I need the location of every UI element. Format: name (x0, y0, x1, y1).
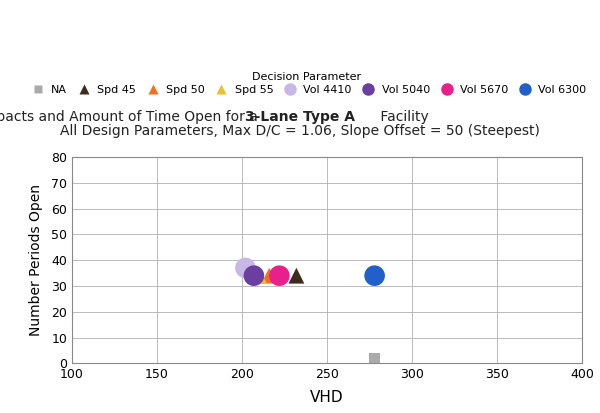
Point (249, 273, 259, 279)
Point (292, 273, 301, 279)
X-axis label: VHD: VHD (310, 389, 344, 405)
Point (254, 273, 264, 279)
Point (241, 265, 250, 271)
Point (370, 355, 379, 362)
Text: Comparison of Delay Impacts and Amount of Time Open for a: Comparison of Delay Impacts and Amount o… (0, 110, 262, 124)
Text: 3-Lane Type A: 3-Lane Type A (245, 110, 355, 124)
Point (275, 273, 284, 279)
Text: Facility: Facility (376, 110, 429, 124)
Text: All Design Parameters, Max D/C = 1.06, Slope Offset = 50 (Steepest): All Design Parameters, Max D/C = 1.06, S… (60, 124, 540, 138)
Point (265, 273, 274, 279)
Legend: NA, Spd 45, Spd 50, Spd 55, Vol 4410, Vol 5040, Vol 5670, Vol 6300: NA, Spd 45, Spd 50, Spd 55, Vol 4410, Vo… (26, 71, 586, 95)
Point (370, 273, 379, 279)
Y-axis label: Number Periods Open: Number Periods Open (29, 184, 43, 336)
